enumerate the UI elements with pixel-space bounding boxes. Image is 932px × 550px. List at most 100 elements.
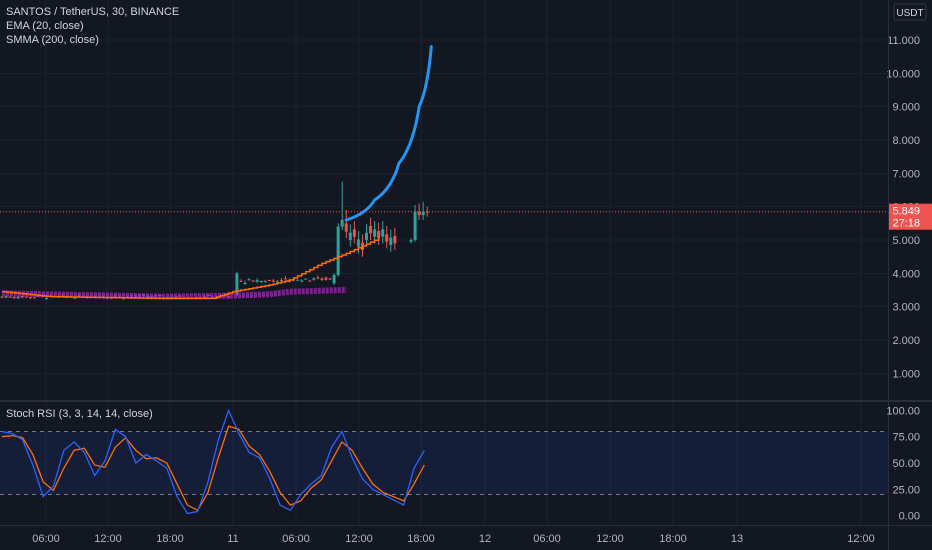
candle-body [32,297,36,299]
smma-line[interactable] [1,287,347,300]
candle-down[interactable] [8,296,12,298]
candle-body [417,211,421,215]
candle-up[interactable] [243,280,247,286]
symbol-title[interactable]: SANTOS / TetherUS, 30, BINANCE [6,6,180,18]
candle-body [365,232,368,240]
candle-up[interactable] [413,205,417,242]
candle-body [356,239,360,247]
candle-up[interactable] [336,223,340,277]
candle-down[interactable] [308,279,312,282]
x-tick-label: 18:00 [156,533,184,545]
candle-body [389,237,393,245]
candle-body [16,296,20,299]
candle-down[interactable] [425,206,429,217]
x-tick-label: 13 [731,533,743,545]
y-tick-label: 10.000 [886,68,920,80]
candle-body [255,280,259,282]
candle-body [12,297,16,299]
candle-down[interactable] [417,203,421,220]
x-tick-label: 11 [227,533,238,545]
candle-up[interactable] [365,224,368,247]
candle-down[interactable] [316,275,320,280]
x-tick-label: 12:00 [596,533,624,545]
candle-up[interactable] [421,201,425,220]
candle-body [332,275,336,284]
candle-body [304,278,308,280]
candle-body [413,211,417,240]
candle-down[interactable] [328,277,332,281]
candle-body [308,280,312,282]
candle-down[interactable] [320,277,324,281]
candle-down[interactable] [385,226,389,249]
candle-body [259,280,263,283]
candle-down[interactable] [28,297,32,300]
candle-down[interactable] [377,222,381,245]
candle-up[interactable] [389,229,393,252]
stoch-d-line[interactable] [1,425,425,512]
candle-up[interactable] [255,278,259,284]
candle-down[interactable] [284,276,287,280]
candle-up[interactable] [381,221,385,244]
x-tick-label: 06:00 [282,533,310,545]
candle-body [275,281,279,283]
y-tick-label: 1.000 [892,368,920,380]
candle-body [312,278,316,280]
projection-curve[interactable] [344,45,433,222]
stoch-rsi-label[interactable]: Stoch RSI (3, 3, 14, 14, close) [6,408,153,420]
candle-down[interactable] [352,221,356,244]
osc-y-tick-label: 50.00 [892,458,920,470]
stoch-rsi-pane[interactable] [0,408,888,515]
candle-up[interactable] [259,280,263,283]
candle-up[interactable] [332,273,336,285]
y-tick-label: 8.000 [892,135,920,147]
candle-body [279,280,283,282]
candle-body [263,281,267,283]
candle-down[interactable] [0,296,4,299]
candle-down[interactable] [239,279,243,282]
y-tick-label: 3.000 [892,302,920,314]
candle-body [421,211,425,215]
candle-down[interactable] [369,217,373,240]
candle-up[interactable] [304,278,308,280]
candle-up[interactable] [45,296,49,300]
ema-line[interactable] [2,238,380,300]
candle-down[interactable] [344,210,348,239]
osc-y-tick-label: 25.00 [892,484,920,496]
candle-up[interactable] [235,271,239,297]
candle-body [251,280,255,282]
price-pane[interactable] [0,45,888,300]
price-badge [889,203,932,230]
candle-down[interactable] [324,276,328,281]
candle-down[interactable] [251,279,255,282]
currency-box [893,3,927,21]
indicator-ema-label[interactable]: EMA (20, close) [6,20,84,32]
candle-up[interactable] [312,277,316,281]
candle-up[interactable] [263,279,267,283]
candle-body [271,280,275,282]
indicator-smma-label[interactable]: SMMA (200, close) [6,34,99,46]
candle-up[interactable] [409,238,413,244]
candle-up[interactable] [348,224,352,247]
candle-body [369,226,373,234]
candle-body [267,279,271,281]
candle-body [336,226,340,275]
x-tick-label: 06:00 [32,533,60,545]
stoch-k-line[interactable] [1,408,425,515]
x-tick-label: 12:00 [345,533,373,545]
candle-up[interactable] [340,181,344,230]
candle-up[interactable] [300,279,304,283]
currency-label[interactable]: USDT [896,8,923,19]
candle-down[interactable] [267,279,271,281]
candle-body [381,229,385,237]
candle-body [344,223,348,232]
y-tick-label: 2.000 [892,335,920,347]
x-tick-label: 12 [479,533,491,545]
candle-up[interactable] [247,278,251,281]
osc-y-tick-label: 75.00 [892,432,920,444]
candle-body [73,297,77,299]
candle-down[interactable] [393,227,397,250]
candle-down[interactable] [271,278,275,283]
candle-up[interactable] [296,279,300,282]
y-tick-label: 9.000 [892,102,920,114]
